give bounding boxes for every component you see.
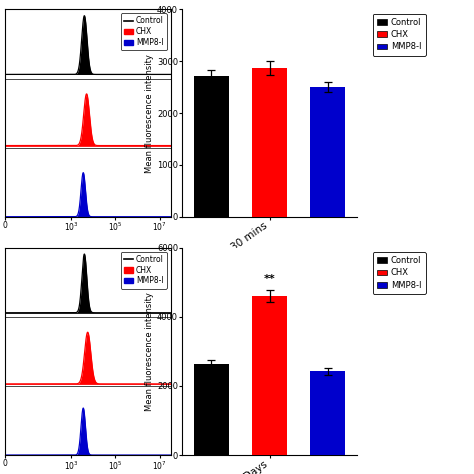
Bar [310, 372, 345, 455]
Text: **: ** [264, 273, 275, 284]
Y-axis label: Mean fluorescence intensity: Mean fluorescence intensity [145, 292, 154, 411]
Legend: Control, CHX, MMP8-I: Control, CHX, MMP8-I [373, 252, 426, 294]
Bar [252, 68, 287, 217]
Legend: Control, CHX, MMP8-I: Control, CHX, MMP8-I [120, 252, 167, 289]
Bar [310, 87, 345, 217]
Legend: Control, CHX, MMP8-I: Control, CHX, MMP8-I [120, 13, 167, 50]
Bar [194, 364, 229, 455]
Bar [194, 76, 229, 217]
Y-axis label: Mean fluorescence intensity: Mean fluorescence intensity [145, 54, 154, 173]
Legend: Control, CHX, MMP8-I: Control, CHX, MMP8-I [373, 14, 426, 55]
Bar [252, 296, 287, 455]
